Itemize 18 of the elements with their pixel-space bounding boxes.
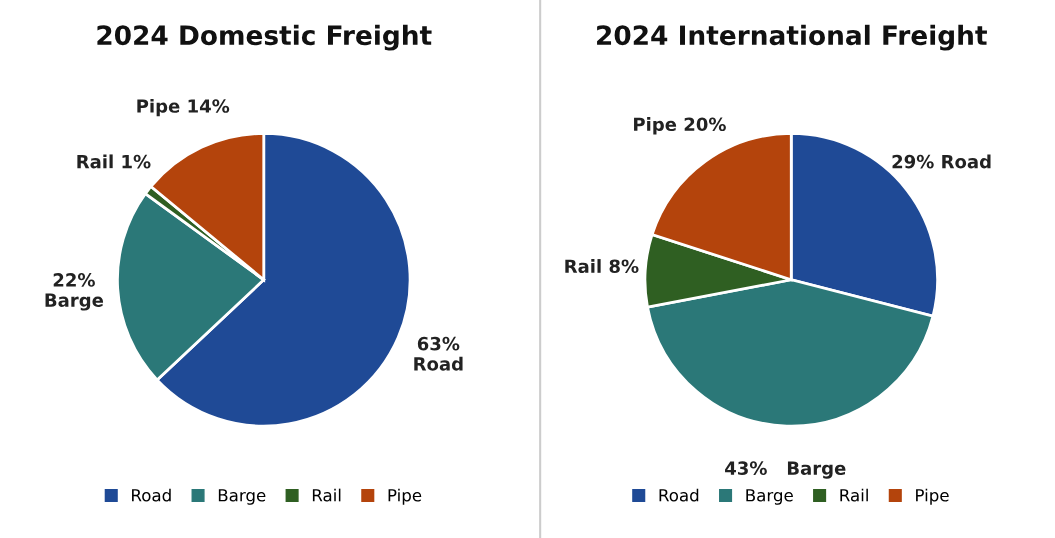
legend-label: Barge (746, 489, 793, 505)
data-label: 22% Barge (45, 273, 104, 311)
chart-title: 2024 Domestic Freight (97, 24, 432, 51)
data-label: 29% Road (892, 154, 991, 169)
data-label: 63% Road (414, 336, 463, 371)
legend-label: Rail (312, 488, 341, 502)
data-label: Rail 1% (77, 154, 151, 169)
legend-label: Pipe (916, 488, 949, 505)
legend-label: Road (132, 488, 171, 502)
data-label: 43% Barge (725, 461, 846, 479)
legend-label: Road (659, 488, 699, 502)
legend-label: Pipe (388, 488, 422, 505)
data-label: Pipe 20% (634, 117, 726, 135)
data-label: Pipe 14% (137, 98, 230, 117)
chart-title: 2024 International Freight (597, 24, 987, 51)
data-label: Rail 8% (565, 259, 639, 274)
legend-label: Rail (840, 488, 868, 502)
legend-label: Barge (218, 489, 266, 505)
